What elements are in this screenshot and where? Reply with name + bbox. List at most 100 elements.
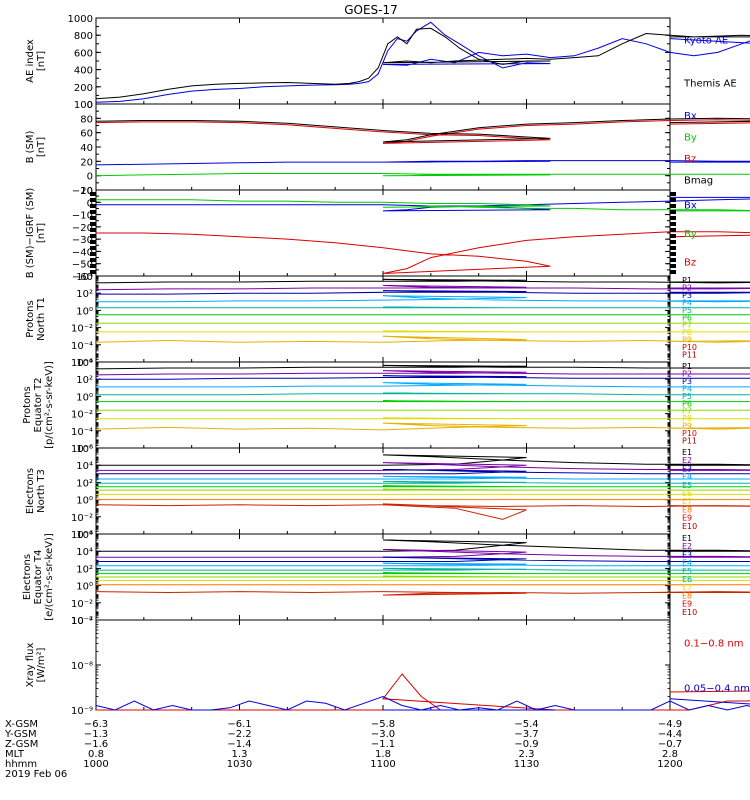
y-tick-label: 10⁴ <box>76 461 93 472</box>
ruler-block <box>90 264 96 268</box>
channel-label: P10 <box>682 429 697 438</box>
panel-edge-ruler <box>90 192 676 274</box>
ruler-block <box>90 240 96 244</box>
channel-label: P6 <box>682 313 692 322</box>
series-line-P8 <box>96 417 750 420</box>
channel-label: E2 <box>682 456 692 465</box>
date-label: 2019 Feb 06 <box>5 769 67 780</box>
y-tick-label: 80 <box>80 114 93 125</box>
x-row-value: −1.3 <box>84 729 108 740</box>
channel-label: P3 <box>682 377 692 386</box>
y-tick-label: 10² <box>76 564 93 575</box>
x-row-value: −5.8 <box>371 719 395 730</box>
ruler-block <box>90 228 96 232</box>
legend-label: 0.1−0.8 nm <box>684 639 743 650</box>
series-line-E5 <box>96 481 750 484</box>
channel-label: E1 <box>682 448 692 457</box>
ruler-block <box>670 222 676 226</box>
channel-label: E5 <box>682 567 692 576</box>
y-tick-label: 10⁰ <box>76 306 93 317</box>
y-tick-label: 10⁻² <box>71 410 93 421</box>
series-line-P8 <box>96 330 750 333</box>
channel-label: P2 <box>682 369 692 378</box>
y-axis-label: B (SM)−IGRF (SM) <box>25 188 36 279</box>
ruler-block <box>90 258 96 262</box>
panel-peq: 10⁻⁶ 10⁻⁴ 10⁻² 10⁰ 10² 10⁴ Protons Equator T2 [p… <box>22 358 750 455</box>
channel-label: E8 <box>682 591 692 600</box>
channel-label: P9 <box>682 336 692 345</box>
ruler-block <box>90 210 96 214</box>
series-line-E6 <box>96 485 750 488</box>
channel-label: P4 <box>682 384 692 393</box>
series-line-P2 <box>95 370 750 376</box>
y-tick-label: 40 <box>80 143 93 154</box>
channel-label: E6 <box>682 575 692 584</box>
ruler-block <box>90 234 96 238</box>
y-tick-label: 0 <box>87 198 93 209</box>
series-line-E10 <box>95 591 750 596</box>
x-row-value: 1.8 <box>375 749 391 760</box>
panel-frame <box>95 447 671 535</box>
x-row-value: 2.3 <box>519 749 535 760</box>
y-tick-label: 10⁴ <box>76 272 93 283</box>
x-row-value: 1130 <box>514 759 539 770</box>
channel-label: P9 <box>682 422 692 431</box>
series-line-P4 <box>96 295 750 303</box>
series-line-E2 <box>96 549 750 558</box>
ruler-block <box>670 264 676 268</box>
y-axis-label: Equator T2 <box>33 378 44 433</box>
channel-label: E3 <box>682 550 692 559</box>
y-tick-label: −20 <box>72 186 93 197</box>
y-tick-label: 10⁻⁴ <box>71 530 93 541</box>
series-line-E10 <box>95 503 750 520</box>
legend-label: Bz <box>684 154 696 165</box>
y-axis-label: B (SM) <box>25 130 36 163</box>
ruler-block <box>670 198 676 202</box>
series-line-E7 <box>96 488 750 491</box>
series-line-P9 <box>95 335 750 343</box>
channel-label: E7 <box>682 583 692 592</box>
y-tick-label: 0 <box>87 100 93 111</box>
y-tick-label: 1000 <box>68 14 93 25</box>
panel-frame <box>95 361 671 449</box>
channel-label: P8 <box>682 328 692 337</box>
ruler-block <box>90 204 96 208</box>
y-tick-label: 10⁻² <box>71 324 93 335</box>
x-row-value: 0.8 <box>88 749 104 760</box>
channel-label: P4 <box>682 298 692 307</box>
ruler-block <box>670 258 676 262</box>
y-tick-label: 10² <box>76 375 93 386</box>
y-tick-label: 10⁻⁹ <box>71 706 93 717</box>
x-row-value: 1.3 <box>232 749 248 760</box>
y-tick-label: 10⁻⁸ <box>71 661 93 672</box>
x-row-value: 2.8 <box>662 749 678 760</box>
ruler-block <box>90 252 96 256</box>
series-line-0.1−0.8 nm <box>96 673 750 711</box>
series-line-E3 <box>96 556 750 562</box>
ruler-block <box>90 192 96 196</box>
series-line-P6 <box>96 400 750 403</box>
series-line-P1 <box>95 278 750 284</box>
series-line-P1 <box>95 364 750 370</box>
channel-label: E3 <box>682 464 692 473</box>
y-tick-label: 10⁻² <box>71 513 93 524</box>
series-line-E6 <box>96 572 750 575</box>
ruler-block <box>670 210 676 214</box>
ruler-block <box>90 222 96 226</box>
series-line-0.05−0.4 nm <box>95 695 750 711</box>
channel-label: P3 <box>682 291 692 300</box>
y-axis-label: [nT] <box>36 51 47 71</box>
x-row-value: −5.4 <box>514 719 538 730</box>
channel-label: E4 <box>682 473 692 482</box>
y-tick-label: 10 <box>80 186 93 197</box>
ruler-block <box>670 192 676 196</box>
ruler-block <box>90 216 96 220</box>
x-row-value: −4.9 <box>658 719 682 730</box>
legend-label: Bx <box>684 111 697 122</box>
series-line-Themis AE <box>95 27 750 100</box>
y-axis-label: Protons <box>22 386 33 423</box>
y-tick-label: 10⁰ <box>76 392 93 403</box>
channel-label: P1 <box>682 276 692 285</box>
